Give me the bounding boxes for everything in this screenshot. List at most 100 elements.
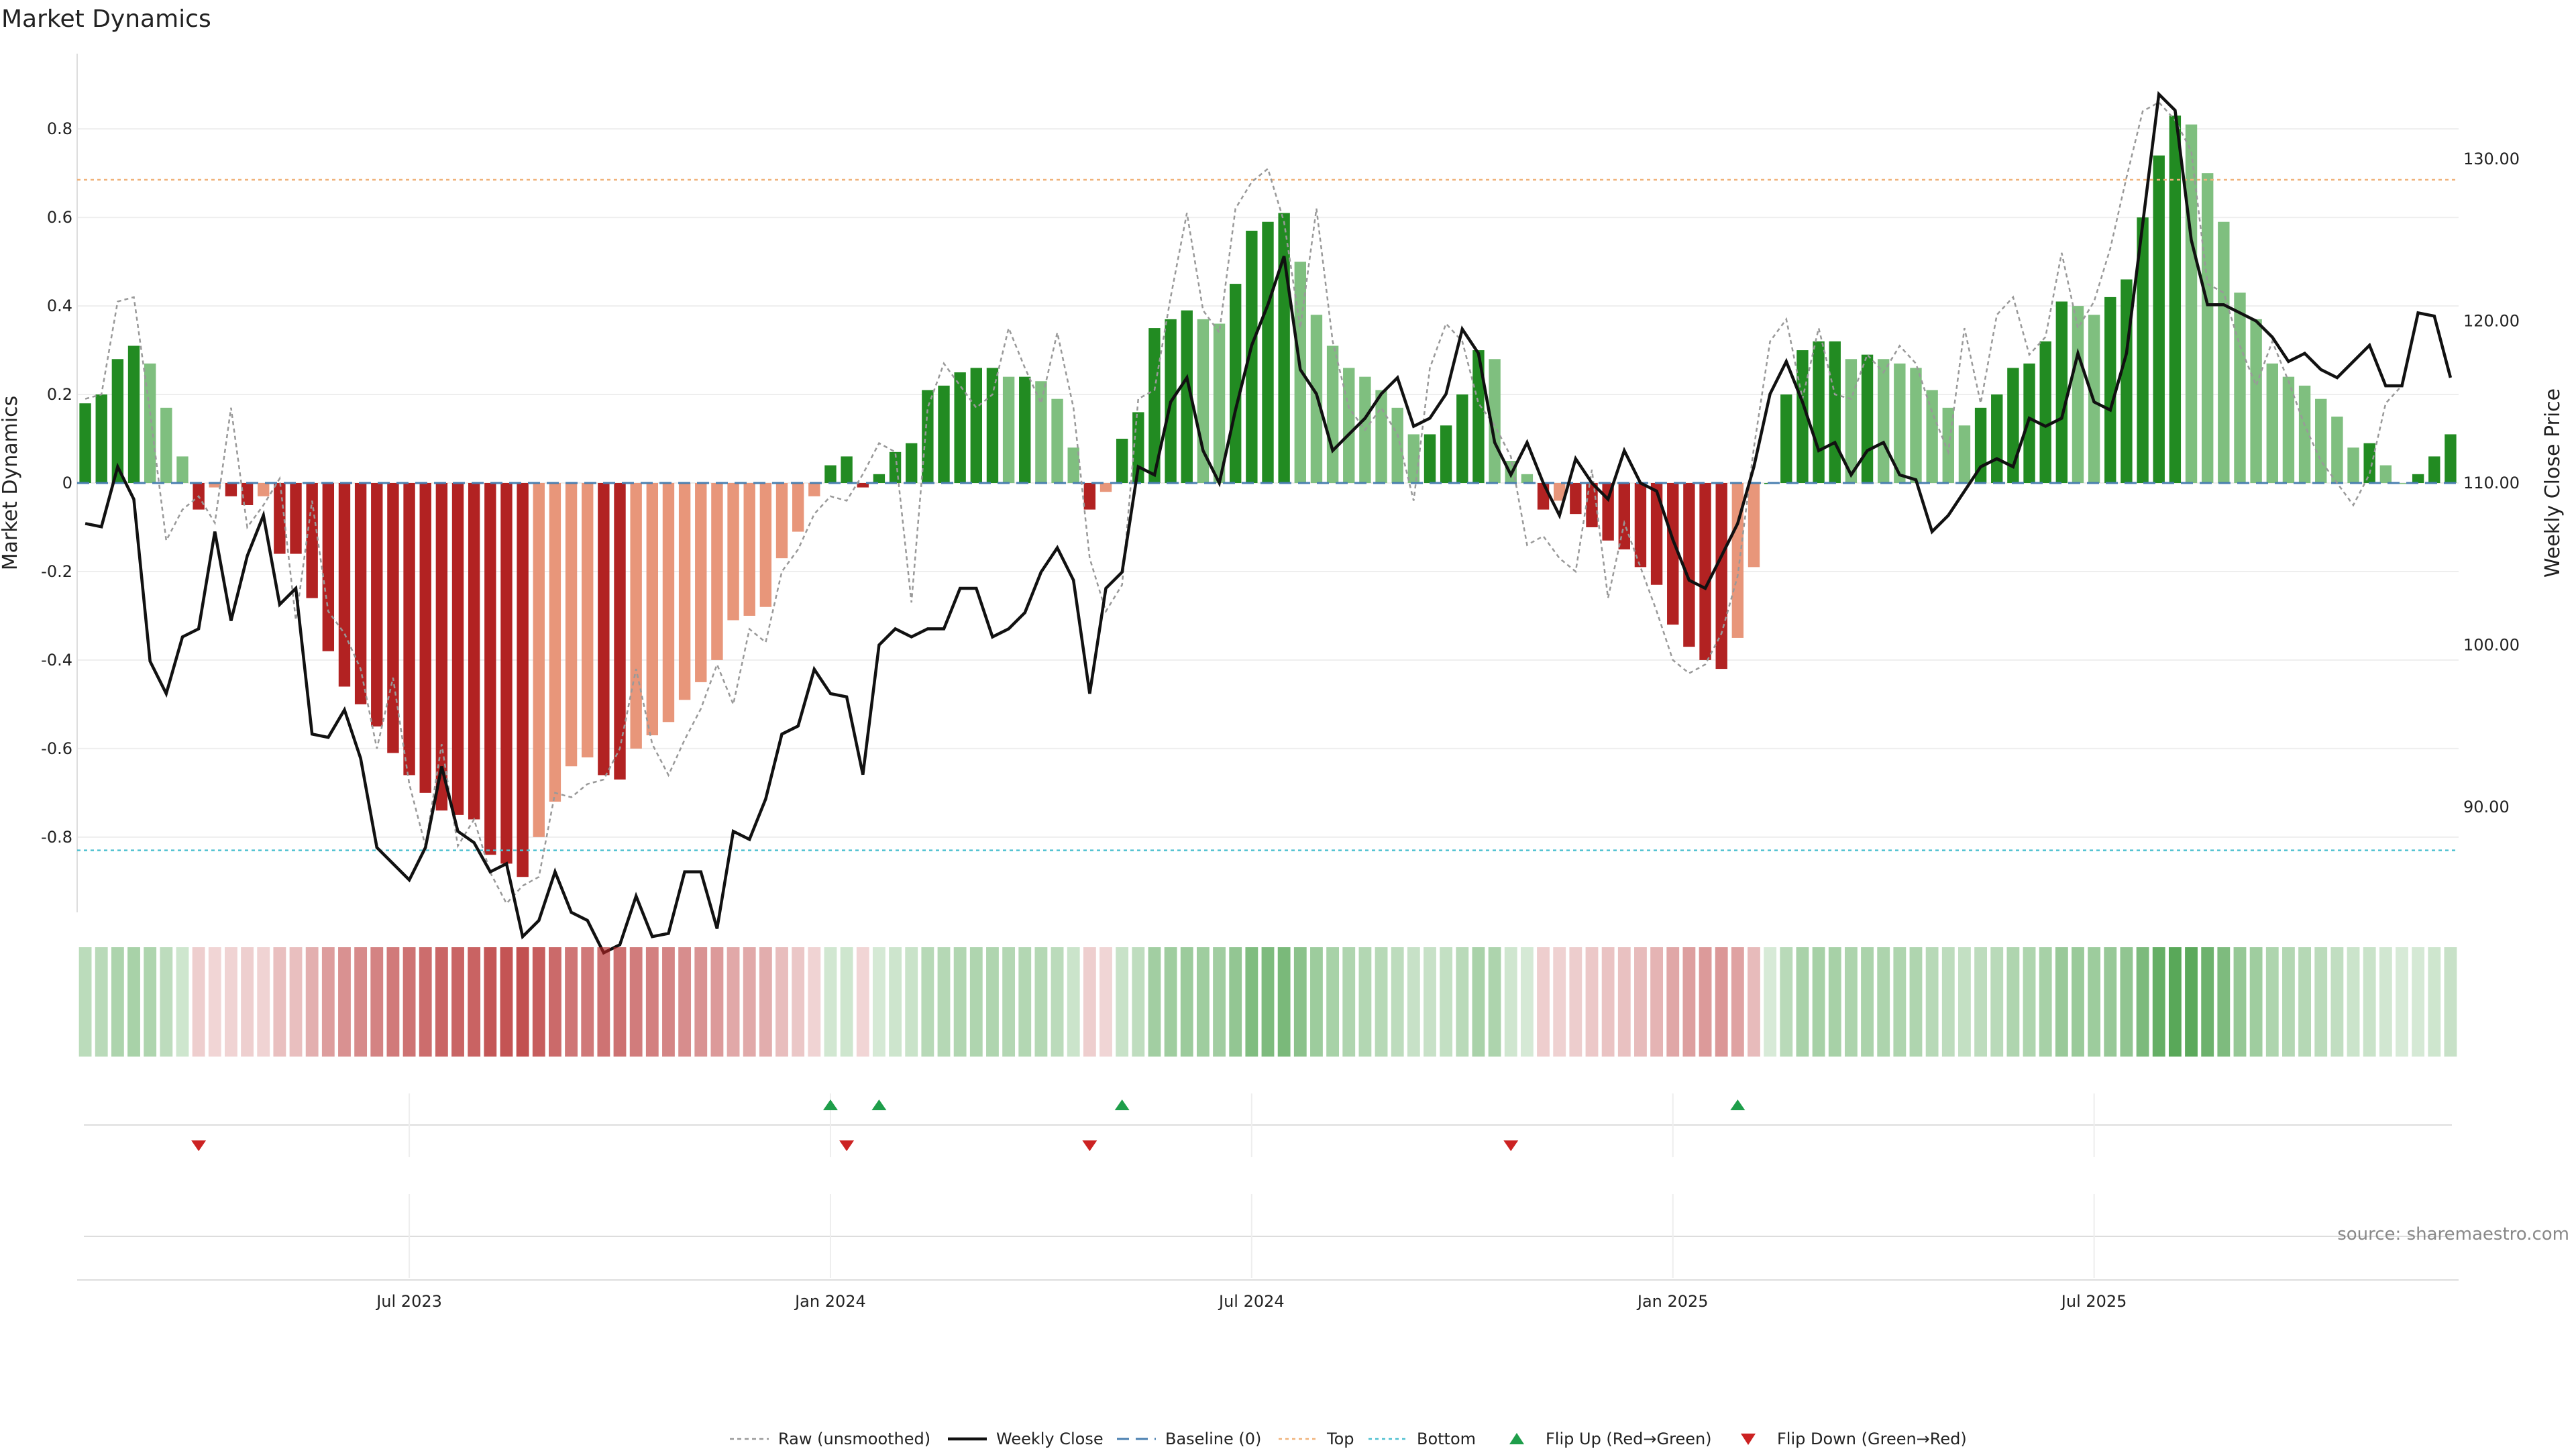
bar — [1845, 359, 1858, 483]
bar — [646, 483, 659, 736]
regime-cell — [1018, 947, 1032, 1057]
bar — [2055, 301, 2068, 483]
bar — [419, 483, 431, 793]
bar — [371, 483, 383, 727]
y2-axis-label: Weekly Close Price — [2541, 388, 2565, 578]
regime-cell — [1682, 947, 1696, 1057]
flip-up-marker — [1730, 1099, 1746, 1110]
bar — [2347, 447, 2359, 483]
flip-down-marker — [191, 1140, 207, 1151]
regime-cell — [2088, 947, 2101, 1057]
bar — [1440, 425, 1452, 483]
regime-cell — [516, 947, 529, 1057]
bar — [1894, 363, 1906, 483]
y2-axis-ticks: 130.00 120.00 110.00 100.00 90.00 — [2463, 150, 2520, 816]
regime-cell — [192, 947, 205, 1057]
regime-cell — [2396, 947, 2408, 1057]
regime-cell — [872, 947, 885, 1057]
legend-label: Weekly Close — [996, 1430, 1104, 1448]
y-tick-label: -0.8 — [41, 828, 72, 847]
flip-up-marker — [871, 1099, 887, 1110]
bar — [1731, 483, 1744, 638]
regime-cell — [565, 947, 578, 1057]
regime-cell — [2363, 947, 2376, 1057]
regime-cell — [2185, 947, 2198, 1057]
regime-cell — [986, 947, 999, 1057]
y-tick-label: 0.2 — [47, 385, 72, 404]
regime-cell — [257, 947, 270, 1057]
bar — [1326, 345, 1339, 483]
regime-cell — [1634, 947, 1647, 1057]
regime-cell — [824, 947, 837, 1057]
bar — [225, 483, 237, 496]
legend-swatch — [1741, 1434, 1756, 1445]
bar — [2104, 297, 2116, 483]
bar — [1570, 483, 1582, 515]
regime-cell — [1764, 947, 1777, 1057]
bar — [759, 483, 772, 607]
bar — [2379, 465, 2392, 483]
regime-cell — [1180, 947, 1193, 1057]
y-tick-label: 0 — [62, 474, 72, 492]
regime-cell — [338, 947, 351, 1057]
bar — [290, 483, 302, 554]
regime-cell — [468, 947, 481, 1057]
regime-cell — [1569, 947, 1582, 1057]
regime-cell — [127, 947, 140, 1057]
bar — [743, 483, 755, 616]
regime-cell — [969, 947, 983, 1057]
weekly-close-line — [85, 91, 2453, 955]
bar — [857, 483, 869, 488]
regime-cell — [1925, 947, 1939, 1057]
regime-cell — [1941, 947, 1955, 1057]
bar — [2234, 292, 2246, 483]
bar — [338, 483, 351, 687]
bar — [1181, 310, 1193, 483]
regime-cell — [370, 947, 384, 1057]
regime-cell — [1358, 947, 1372, 1057]
regime-cell — [1780, 947, 1793, 1057]
bar — [711, 483, 723, 660]
regime-cell — [95, 947, 108, 1057]
y-axis-ticks: 0.8 0.6 0.4 0.2 0 -0.2 -0.4 -0.6 -0.8 — [41, 119, 72, 847]
bar — [1699, 483, 1711, 660]
regime-cell — [1391, 947, 1404, 1057]
regime-cell — [1148, 947, 1161, 1057]
bar — [306, 483, 318, 598]
bar — [2218, 221, 2230, 483]
bar — [451, 483, 464, 815]
bar — [1748, 483, 1760, 568]
bar — [2169, 115, 2182, 483]
regime-cell — [808, 947, 821, 1057]
bar — [889, 451, 902, 483]
regime-cell — [1909, 947, 1923, 1057]
bar — [258, 483, 270, 496]
y2-tick-label: 100.00 — [2463, 636, 2520, 655]
bar — [1294, 262, 1306, 483]
bar — [1035, 381, 1047, 483]
regime-cell — [1310, 947, 1323, 1057]
regime-cell — [1213, 947, 1226, 1057]
bar — [1586, 483, 1598, 527]
regime-cell — [581, 947, 594, 1057]
bar — [824, 465, 837, 483]
bar — [1424, 434, 1436, 483]
regime-cell — [1277, 947, 1291, 1057]
bar — [1067, 447, 1079, 483]
bar — [1926, 390, 1938, 483]
flip-up-marker — [822, 1099, 838, 1110]
regime-cell — [484, 947, 497, 1057]
bar — [2266, 363, 2278, 483]
regime-cell — [160, 947, 173, 1057]
regime-cell — [500, 947, 513, 1057]
bar — [160, 407, 172, 483]
regime-cell — [1051, 947, 1064, 1057]
bar — [2072, 306, 2084, 483]
regime-cell — [856, 947, 869, 1057]
regime-cell — [1456, 947, 1469, 1057]
regime-cell — [1974, 947, 1988, 1057]
regime-cell — [2104, 947, 2117, 1057]
regime-cell — [1067, 947, 1080, 1057]
regime-cell — [1553, 947, 1566, 1057]
bar — [1148, 328, 1161, 483]
